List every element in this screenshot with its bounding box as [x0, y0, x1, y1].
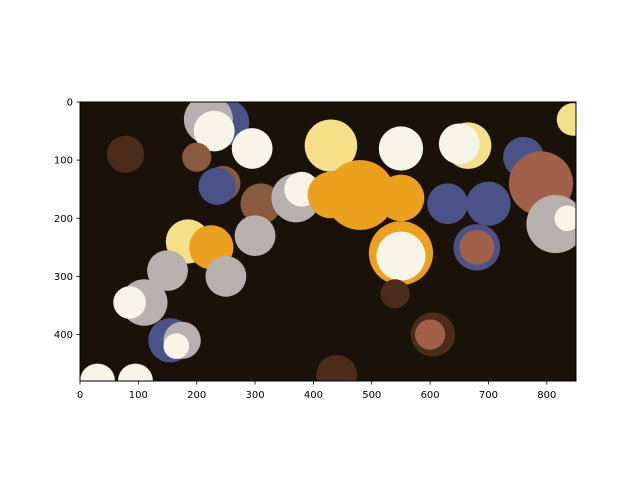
y-tick-label: 300	[54, 272, 73, 283]
heatmap-blob	[554, 205, 576, 232]
heatmap-image	[80, 102, 576, 381]
heatmap-blob	[466, 181, 511, 226]
heatmap-blob	[113, 286, 146, 319]
x-tick-label: 600	[421, 390, 440, 401]
x-tick-label: 300	[246, 390, 265, 401]
heatmap-blob	[307, 171, 355, 219]
heatmap-blob	[316, 354, 358, 381]
y-tick-label: 0	[67, 98, 73, 109]
y-axis: 0 100 200 300 400	[54, 98, 80, 341]
heatmap-blob	[106, 135, 145, 173]
heatmap-blob	[117, 363, 153, 381]
heatmap-blob	[556, 103, 576, 136]
heatmap-blob	[182, 142, 212, 172]
y-tick-label: 200	[54, 214, 73, 225]
heatmap-blob	[378, 126, 424, 171]
x-tick-label: 400	[304, 390, 323, 401]
plot-frame	[79, 101, 577, 382]
heatmap-blob	[198, 167, 236, 205]
x-tick-label: 800	[537, 390, 556, 401]
x-tick-label: 700	[479, 390, 498, 401]
heatmap-blob	[234, 215, 276, 257]
heatmap-blob	[459, 229, 495, 265]
heatmap-blob	[414, 319, 446, 350]
heatmap-blob	[231, 128, 273, 169]
y-tick-label: 400	[54, 330, 73, 341]
heatmap-blob	[427, 183, 469, 225]
heatmap-blob	[163, 333, 190, 359]
heatmap-blob	[438, 123, 480, 165]
heatmap-blob	[380, 279, 410, 309]
heatmap-blob	[376, 231, 426, 281]
heatmap-blob	[205, 256, 247, 297]
x-tick-label: 100	[129, 390, 148, 401]
x-tick-label: 200	[187, 390, 206, 401]
heatmap-blob	[80, 363, 116, 381]
x-axis: 0 100 200 300 400 500 600 700 800	[77, 381, 556, 401]
heatmap-blob	[147, 250, 188, 291]
x-tick-label: 500	[362, 390, 381, 401]
y-tick-label: 100	[54, 156, 73, 167]
heatmap-blob	[377, 174, 425, 222]
heatmap-blob	[304, 119, 358, 172]
heatmap-blob	[193, 110, 235, 152]
heatmap-blob	[240, 183, 282, 225]
x-tick-label: 0	[77, 390, 83, 401]
